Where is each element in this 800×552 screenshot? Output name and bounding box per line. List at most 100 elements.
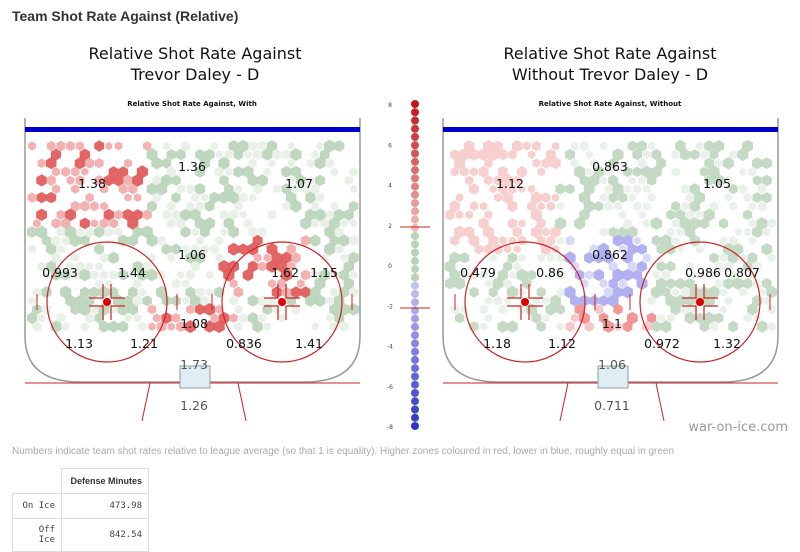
shot-hex (51, 252, 61, 264)
shot-hex (709, 201, 719, 212)
shot-hex (685, 278, 695, 290)
shot-hex (66, 140, 75, 152)
shot-hex (527, 269, 537, 281)
shot-hex (608, 278, 618, 290)
shot-hex (258, 295, 267, 306)
shot-hex (579, 174, 590, 186)
shot-hex (594, 201, 604, 212)
shot-hex (324, 242, 336, 256)
shot-hex (583, 199, 595, 213)
shot-hex (468, 234, 480, 247)
shot-hex (41, 235, 52, 246)
shot-hex (215, 236, 224, 246)
shot-hex (638, 210, 646, 219)
shot-hex (478, 217, 489, 230)
shot-hex (762, 278, 772, 290)
shot-hex (656, 277, 667, 290)
shot-hex (449, 268, 461, 282)
shot-hex (482, 225, 494, 239)
shot-hex (532, 296, 540, 305)
scale-tick-label: 8 (388, 102, 392, 109)
shot-hex (449, 251, 461, 264)
shot-hex (186, 201, 195, 212)
scale-dot (411, 273, 419, 282)
shot-hex (454, 156, 466, 170)
shot-hex (248, 226, 258, 238)
shot-hex (632, 166, 642, 178)
shot-hex (200, 244, 209, 254)
shot-hex (728, 251, 739, 264)
shot-hex (146, 148, 158, 161)
shot-hex (79, 268, 91, 282)
shot-hex (647, 296, 656, 306)
shot-hex (618, 226, 628, 238)
shot-hex (286, 191, 297, 204)
shot-hex (537, 253, 546, 263)
shot-hex (267, 140, 277, 152)
faceoff-ring (221, 241, 343, 363)
shot-hex (98, 320, 110, 333)
zone-value: 1.07 (285, 176, 313, 191)
left-faceoff-circle (36, 241, 178, 363)
shot-hex (642, 253, 651, 263)
shot-hex (60, 269, 71, 281)
zone-value: 1.12 (496, 176, 524, 191)
scale-dot (411, 298, 419, 307)
shot-hex (74, 157, 86, 170)
shot-hex (613, 286, 623, 298)
shot-hex (84, 157, 95, 169)
shot-hex (694, 191, 706, 204)
shot-hex (100, 201, 108, 211)
shot-hex (33, 219, 41, 228)
shot-hex (732, 277, 744, 290)
shot-hex (565, 148, 575, 161)
shot-hex (257, 140, 267, 152)
shot-hex (146, 268, 158, 282)
shot-hex (287, 142, 295, 150)
shot-hex (171, 192, 181, 204)
shot-hex (71, 184, 80, 194)
scale-dot (411, 100, 419, 108)
shot-hex (349, 287, 358, 298)
shot-hex (133, 313, 142, 323)
shot-hex (690, 149, 700, 160)
shot-hex (166, 166, 176, 178)
zone-value: 1.36 (178, 159, 206, 174)
shot-hex (287, 159, 295, 168)
shot-hex (479, 270, 488, 280)
shot-hex (114, 209, 123, 220)
shot-hex (743, 209, 753, 221)
shot-hex (685, 192, 695, 203)
shot-hex (497, 320, 509, 333)
scale-dot (411, 166, 419, 175)
shot-hex (286, 243, 296, 255)
shot-hex (177, 270, 185, 280)
shot-hex (26, 312, 38, 324)
zone-value: 1.44 (118, 265, 146, 280)
shot-hex (518, 219, 526, 228)
left-faceoff-circle (454, 241, 596, 363)
scale-dot (411, 314, 419, 323)
shot-hex (622, 285, 634, 299)
shot-hex (593, 165, 605, 178)
shot-hex (195, 149, 205, 161)
shot-hex (234, 201, 243, 211)
shot-hex (484, 175, 493, 186)
shot-hex (689, 217, 701, 230)
shot-hex (713, 139, 725, 153)
shot-hex (142, 261, 152, 272)
shot-hex (444, 260, 456, 273)
shot-hex (493, 175, 503, 186)
shot-hex (564, 285, 576, 299)
shot-hex (579, 208, 590, 221)
shot-hex (225, 167, 233, 177)
shot-hex (194, 217, 206, 230)
shot-hex (253, 149, 263, 160)
shot-hex (493, 295, 503, 306)
left-rink-plot: Relative Shot Rate Against, With 1.38 1.36… (24, 100, 361, 421)
shot-hex (762, 227, 771, 237)
shot-hex (704, 174, 714, 186)
scale-dot (411, 207, 419, 216)
shot-hex (738, 253, 747, 263)
shot-hex (699, 166, 709, 177)
